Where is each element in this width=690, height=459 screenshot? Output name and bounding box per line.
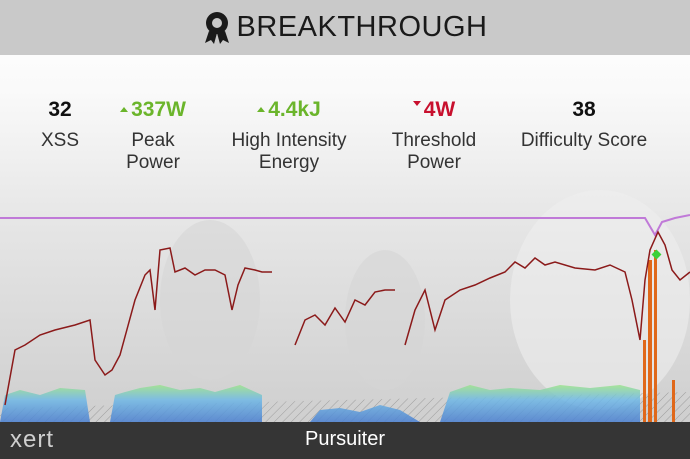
metric-value: 38	[572, 98, 596, 121]
metric-value: 4W	[384, 96, 484, 124]
badge-icon	[204, 11, 229, 44]
workout-title: Pursuiter	[304, 428, 386, 450]
metric-label: Difficulty Score	[520, 130, 648, 151]
metric-value: 32	[48, 98, 72, 121]
metric: 4W Threshold Power	[384, 96, 484, 174]
metric: 4.4kJ High Intensity Energy	[219, 96, 359, 174]
metric-value: 337W	[113, 96, 193, 124]
metric-label: High Intensity Energy	[231, 130, 347, 173]
metric: 337W Peak Power	[113, 96, 193, 174]
metric: 32 XSS	[30, 96, 90, 152]
footer-bar: xert Pursuiter	[0, 422, 690, 459]
header-bar: BREAKTHROUGH	[0, 0, 690, 55]
app-logo[interactable]: xert	[10, 426, 55, 453]
metric-label: Threshold Power	[391, 130, 477, 173]
header-title: BREAKTHROUGH	[236, 11, 488, 43]
metric: 38 Difficulty Score	[514, 96, 654, 152]
metric-label: Peak Power	[126, 130, 180, 173]
metric-label: XSS	[40, 130, 80, 151]
metric-value: 4.4kJ	[219, 96, 359, 124]
